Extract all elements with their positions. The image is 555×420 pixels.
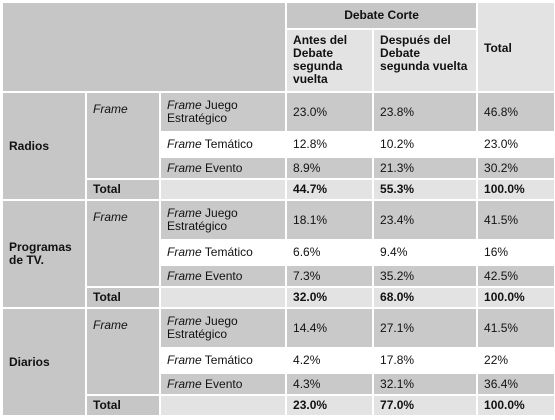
total-blank xyxy=(158,394,288,417)
row-label-text: Temático xyxy=(204,137,253,151)
data-row: Frame Temático 6.6% 9.4% 16% xyxy=(2,239,555,266)
data-row: Radios Frame Frame Juego Estratégico 23.0% 2… xyxy=(1,91,555,201)
cell-value: 17.8% xyxy=(372,347,479,374)
frame-word: Frame xyxy=(167,160,202,175)
total-value: 77.0% xyxy=(372,394,479,417)
frame-word: Frame xyxy=(167,137,202,151)
frame-word: Frame xyxy=(167,376,202,391)
total-value: 100.0% xyxy=(476,286,555,309)
header-row: Debate Corte Total xyxy=(0,1,555,93)
column-header: Antes del Debate segunda vuelta xyxy=(285,28,375,93)
data-row: Frame Evento 8.9% 21.3% 30.2% xyxy=(2,156,555,180)
total-label: Total xyxy=(85,286,161,309)
cell-value: 23.0% xyxy=(476,131,555,158)
frame-word: Frame xyxy=(167,353,202,367)
row-label: Frame Juego Estratégico xyxy=(158,91,288,133)
cell-value: 32.1% xyxy=(372,372,479,396)
cell-value: 10.2% xyxy=(372,131,479,158)
row-label: Frame Juego Estratégico xyxy=(158,307,288,349)
total-value: 68.0% xyxy=(372,286,479,309)
row-label-text: Evento xyxy=(205,268,243,283)
total-row: Total 44.7% 55.3% 100.0% xyxy=(2,178,555,201)
total-value: 55.3% xyxy=(372,178,479,201)
header-row: Antes del Debate segunda vuelta Después … xyxy=(2,28,555,93)
cell-value: 30.2% xyxy=(476,156,555,180)
column-header: Total xyxy=(476,1,555,93)
total-value: 44.7% xyxy=(285,178,375,201)
total-row: Total 32.0% 68.0% 100.0% xyxy=(2,286,555,309)
total-value: 23.0% xyxy=(285,394,375,417)
total-blank xyxy=(158,286,288,309)
data-row: Programas de TV. Frame Frame Juego Estraté… xyxy=(1,199,555,309)
cell-value: 41.5% xyxy=(476,307,555,349)
group-name: Radios xyxy=(1,91,87,201)
cell-value: 22% xyxy=(476,347,555,374)
row-label: Frame Juego Estratégico xyxy=(158,199,288,241)
cell-value: 18.1% xyxy=(285,199,375,241)
cell-value: 16% xyxy=(476,239,555,266)
cell-value: 7.3% xyxy=(285,264,375,288)
cell-value: 41.5% xyxy=(476,199,555,241)
cell-value: 4.2% xyxy=(285,347,375,374)
row-label: Frame Evento xyxy=(158,264,288,288)
total-label: Total xyxy=(85,178,161,201)
frame-label: Frame xyxy=(85,307,161,396)
data-row: Frame Evento 4.3% 32.1% 36.4% xyxy=(2,372,555,396)
cell-value: 23.8% xyxy=(372,91,479,133)
row-label: Frame Temático xyxy=(158,347,288,374)
frame-label: Frame xyxy=(85,199,161,288)
group-name: Diarios xyxy=(1,307,87,417)
total-value: 32.0% xyxy=(285,286,375,309)
cell-value: 12.8% xyxy=(285,131,375,158)
data-row: Frame Temático 12.8% 10.2% 23.0% xyxy=(2,131,555,158)
cell-value: 9.4% xyxy=(372,239,479,266)
frame-word: Frame xyxy=(167,268,202,283)
cell-value: 23.4% xyxy=(372,199,479,241)
row-label: Frame Evento xyxy=(158,156,288,180)
cell-value: 23.0% xyxy=(285,91,375,133)
cell-value: 14.4% xyxy=(285,307,375,349)
frame-label: Frame xyxy=(85,91,161,180)
total-row: Total 23.0% 77.0% 100.0% xyxy=(2,394,555,417)
data-row: Frame Evento 7.3% 35.2% 42.5% xyxy=(2,264,555,288)
total-blank xyxy=(158,178,288,201)
row-label-text: Juego Estratégico xyxy=(167,98,238,125)
row-label-text: Evento xyxy=(205,376,243,391)
column-header: Después del Debate segunda vuelta xyxy=(372,28,479,93)
total-value: 100.0% xyxy=(476,394,555,417)
frame-word: Frame xyxy=(167,245,202,259)
cell-value: 21.3% xyxy=(372,156,479,180)
header-blank xyxy=(0,1,288,93)
row-label-text: Juego Estratégico xyxy=(167,206,238,233)
data-row: Diarios Frame Frame Juego Estratégico 14.4%… xyxy=(1,307,555,417)
row-label-text: Temático xyxy=(204,245,253,259)
frame-word: Frame xyxy=(167,206,202,220)
frame-word: Frame xyxy=(167,98,202,112)
row-label: Frame Temático xyxy=(158,131,288,158)
data-row: Frame Temático 4.2% 17.8% 22% xyxy=(2,347,555,374)
cell-value: 35.2% xyxy=(372,264,479,288)
row-label-text: Evento xyxy=(205,160,243,175)
group-name: Programas de TV. xyxy=(1,199,87,309)
cell-value: 42.5% xyxy=(476,264,555,288)
cell-value: 4.3% xyxy=(285,372,375,396)
cell-value: 46.8% xyxy=(476,91,555,133)
row-label: Frame Evento xyxy=(158,372,288,396)
total-value: 100.0% xyxy=(476,178,555,201)
group-title: Debate Corte xyxy=(285,1,479,30)
cell-value: 36.4% xyxy=(476,372,555,396)
cell-value: 8.9% xyxy=(285,156,375,180)
total-label: Total xyxy=(85,394,161,417)
frame-word: Frame xyxy=(167,314,202,328)
row-label-text: Juego Estratégico xyxy=(167,314,238,341)
row-label: Frame Temático xyxy=(158,239,288,266)
cell-value: 27.1% xyxy=(372,307,479,349)
row-label-text: Temático xyxy=(204,353,253,367)
cell-value: 6.6% xyxy=(285,239,375,266)
